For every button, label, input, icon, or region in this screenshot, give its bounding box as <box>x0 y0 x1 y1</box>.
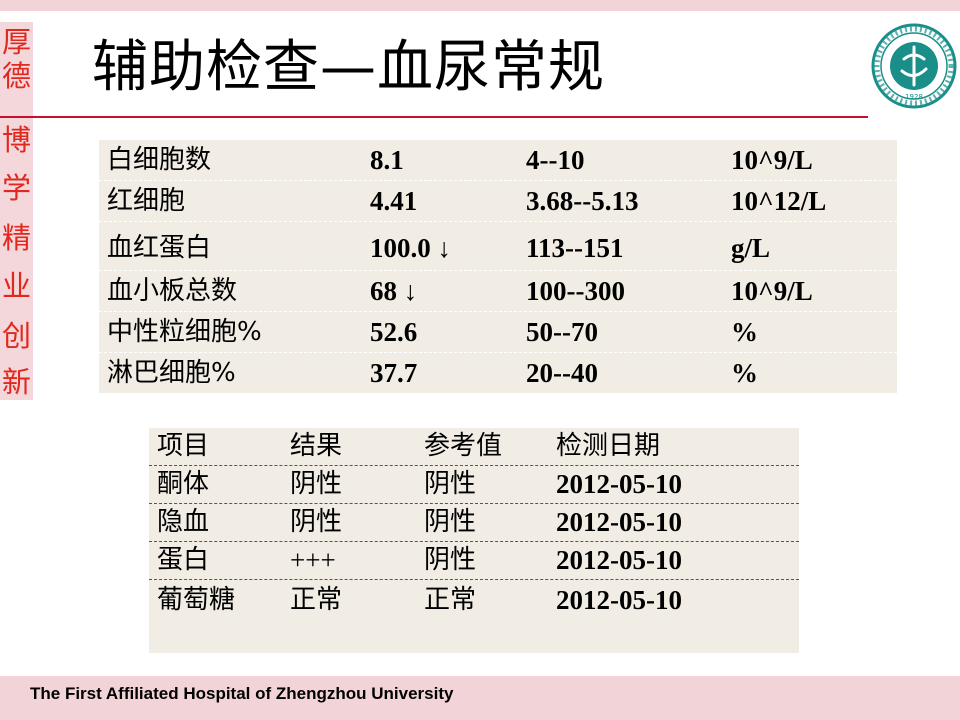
reference-range: 4--10 <box>526 145 585 175</box>
item-name: 白细胞数 <box>107 145 212 175</box>
motto-char: 业 <box>1 269 31 303</box>
column-header: 项目 <box>157 431 210 461</box>
table-row: 淋巴细胞% 37.7 20--40 % <box>99 353 897 393</box>
table-row: 血小板总数 68 ↓ 100--300 10^9/L <box>99 271 897 312</box>
item-name: 红细胞 <box>107 186 186 216</box>
seal-year: 1928 <box>905 93 923 101</box>
column-header: 参考值 <box>424 431 503 461</box>
result-value: 52.6 <box>370 317 418 347</box>
unit: 10^9/L <box>731 276 813 306</box>
reference-value: 阴性 <box>424 507 477 537</box>
reference-value: 正常 <box>424 585 477 615</box>
reference-range: 113--151 <box>526 233 624 263</box>
table-row: 隐血 阴性 阴性 2012-05-10 <box>149 504 799 542</box>
table-row: 中性粒细胞% 52.6 50--70 % <box>99 312 897 353</box>
unit: g/L <box>731 233 771 263</box>
table-row: 葡萄糖 正常 正常 2012-05-10 <box>149 580 799 620</box>
result-value: 正常 <box>290 585 343 615</box>
side-motto: 厚 德 博 学 精 业 创 新 <box>0 22 33 400</box>
result-value: +++ <box>290 545 336 575</box>
motto-char: 厚 <box>1 25 31 59</box>
table-row: 红细胞 4.41 3.68--5.13 10^12/L <box>99 181 897 222</box>
motto-char: 博 <box>1 123 31 157</box>
result-value: 68 ↓ <box>370 276 418 306</box>
result-value: 4.41 <box>370 186 418 216</box>
reference-value: 阴性 <box>424 545 477 575</box>
motto-char: 新 <box>1 365 31 399</box>
item-name: 中性粒细胞% <box>107 317 262 347</box>
table-row: 蛋白 +++ 阴性 2012-05-10 <box>149 542 799 580</box>
item-name: 淋巴细胞% <box>107 358 236 388</box>
motto-char: 学 <box>1 171 31 205</box>
unit: 10^12/L <box>731 186 827 216</box>
reference-range: 100--300 <box>526 276 625 306</box>
footer-text: The First Affiliated Hospital of Zhengzh… <box>30 684 454 703</box>
unit: % <box>731 358 758 388</box>
table-row: 白细胞数 8.1 4--10 10^9/L <box>99 140 897 181</box>
hospital-seal-icon: 1928 <box>871 23 957 109</box>
reference-range: 50--70 <box>526 317 598 347</box>
result-value: 37.7 <box>370 358 418 388</box>
table-row: 血红蛋白 100.0 ↓ 113--151 g/L <box>99 222 897 271</box>
test-date: 2012-05-10 <box>556 469 682 499</box>
result-value: 100.0 ↓ <box>370 233 451 263</box>
item-name: 蛋白 <box>157 545 210 575</box>
urine-routine-table: 项目 结果 参考值 检测日期 酮体 阴性 阴性 2012-05-10 隐血 阴性… <box>149 428 799 653</box>
test-date: 2012-05-10 <box>556 545 682 575</box>
item-name: 酮体 <box>157 469 210 499</box>
item-name: 血红蛋白 <box>107 233 212 263</box>
column-header: 结果 <box>290 431 343 461</box>
item-name: 隐血 <box>157 507 210 537</box>
test-date: 2012-05-10 <box>556 585 682 615</box>
test-date: 2012-05-10 <box>556 507 682 537</box>
reference-range: 20--40 <box>526 358 598 388</box>
motto-char: 创 <box>1 319 31 353</box>
reference-range: 3.68--5.13 <box>526 186 639 216</box>
motto-char: 德 <box>1 59 31 93</box>
page-title: 辅助检查—血尿常规 <box>92 35 605 100</box>
title-divider <box>0 116 868 118</box>
table-row: 酮体 阴性 阴性 2012-05-10 <box>149 466 799 504</box>
footer-band <box>0 676 960 720</box>
result-value: 阴性 <box>290 507 343 537</box>
column-header: 检测日期 <box>556 431 661 461</box>
item-name: 葡萄糖 <box>157 585 236 615</box>
blood-routine-table: 白细胞数 8.1 4--10 10^9/L 红细胞 4.41 3.68--5.1… <box>99 140 897 393</box>
unit: 10^9/L <box>731 145 813 175</box>
item-name: 血小板总数 <box>107 276 238 306</box>
top-band <box>0 0 960 11</box>
motto-char: 精 <box>1 221 31 255</box>
table-header-row: 项目 结果 参考值 检测日期 <box>149 428 799 466</box>
result-value: 阴性 <box>290 469 343 499</box>
result-value: 8.1 <box>370 145 404 175</box>
reference-value: 阴性 <box>424 469 477 499</box>
unit: % <box>731 317 758 347</box>
hospital-logo: 1928 <box>868 11 960 121</box>
